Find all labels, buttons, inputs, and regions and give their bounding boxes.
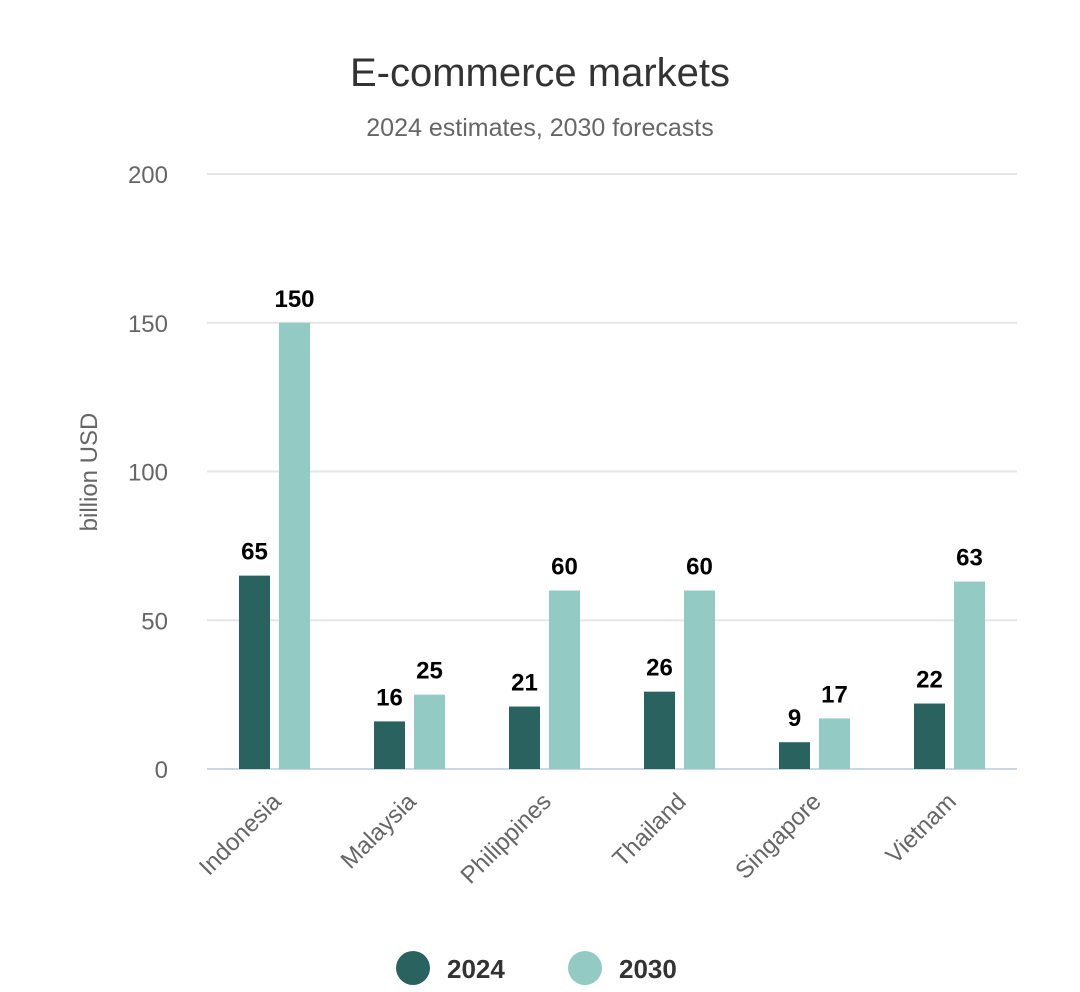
x-tick-label: Malaysia	[336, 788, 423, 875]
x-tick-label: Vietnam	[881, 788, 962, 869]
data-label: 17	[821, 681, 848, 708]
x-tick-label: Philippines	[456, 788, 557, 889]
x-tick-label: Singapore	[730, 788, 826, 884]
gridlines	[207, 173, 1017, 770]
data-label: 22	[916, 667, 943, 694]
x-axis-ticks: Indonesia Malaysia Philippines Thailand Sing…	[194, 788, 962, 890]
y-tick-label: 50	[141, 608, 168, 635]
bar-2024-vietnam	[914, 703, 945, 769]
data-label: 65	[241, 539, 268, 566]
data-labels: 65 150 16 25 21 60 26 60 9 17 22 63	[241, 286, 983, 732]
data-label: 21	[511, 670, 538, 697]
x-tick-label: Thailand	[608, 788, 692, 872]
bar-2030-philippines	[549, 590, 580, 769]
y-tick-label: 200	[128, 162, 168, 189]
data-label: 150	[274, 286, 314, 313]
bar-2030-thailand	[684, 590, 715, 769]
data-label: 63	[956, 545, 983, 572]
x-tick-label: Indonesia	[194, 788, 287, 881]
bar-2030-indonesia	[279, 322, 310, 769]
legend-marker-2024[interactable]	[396, 951, 430, 985]
y-tick-label: 150	[128, 311, 168, 338]
bar-2030-malaysia	[414, 694, 445, 769]
data-label: 60	[686, 554, 713, 581]
y-axis-ticks: 0 50 100 150 200	[128, 162, 168, 784]
data-label: 60	[551, 554, 578, 581]
bar-2024-thailand	[644, 691, 675, 769]
bar-2030-vietnam	[954, 581, 985, 769]
legend-label[interactable]: 2030	[619, 954, 677, 984]
y-tick-label: 100	[128, 460, 168, 487]
data-label: 9	[788, 705, 801, 732]
y-axis-label: billion USD	[76, 413, 103, 532]
bar-2024-singapore	[779, 742, 810, 769]
data-label: 25	[416, 658, 443, 685]
chart-title: E-commerce markets	[350, 51, 730, 95]
bar-2024-philippines	[509, 706, 540, 769]
bar-2024-indonesia	[239, 575, 270, 769]
data-label: 26	[646, 655, 673, 682]
legend: 2024 2030	[396, 951, 677, 985]
legend-marker-2030[interactable]	[568, 951, 602, 985]
chart-subtitle: 2024 estimates, 2030 forecasts	[366, 114, 713, 142]
bar-2030-singapore	[819, 718, 850, 769]
y-tick-label: 0	[155, 757, 168, 784]
legend-label[interactable]: 2024	[447, 954, 505, 984]
bars	[239, 322, 985, 769]
data-label: 16	[376, 684, 403, 711]
bar-2024-malaysia	[374, 721, 405, 769]
